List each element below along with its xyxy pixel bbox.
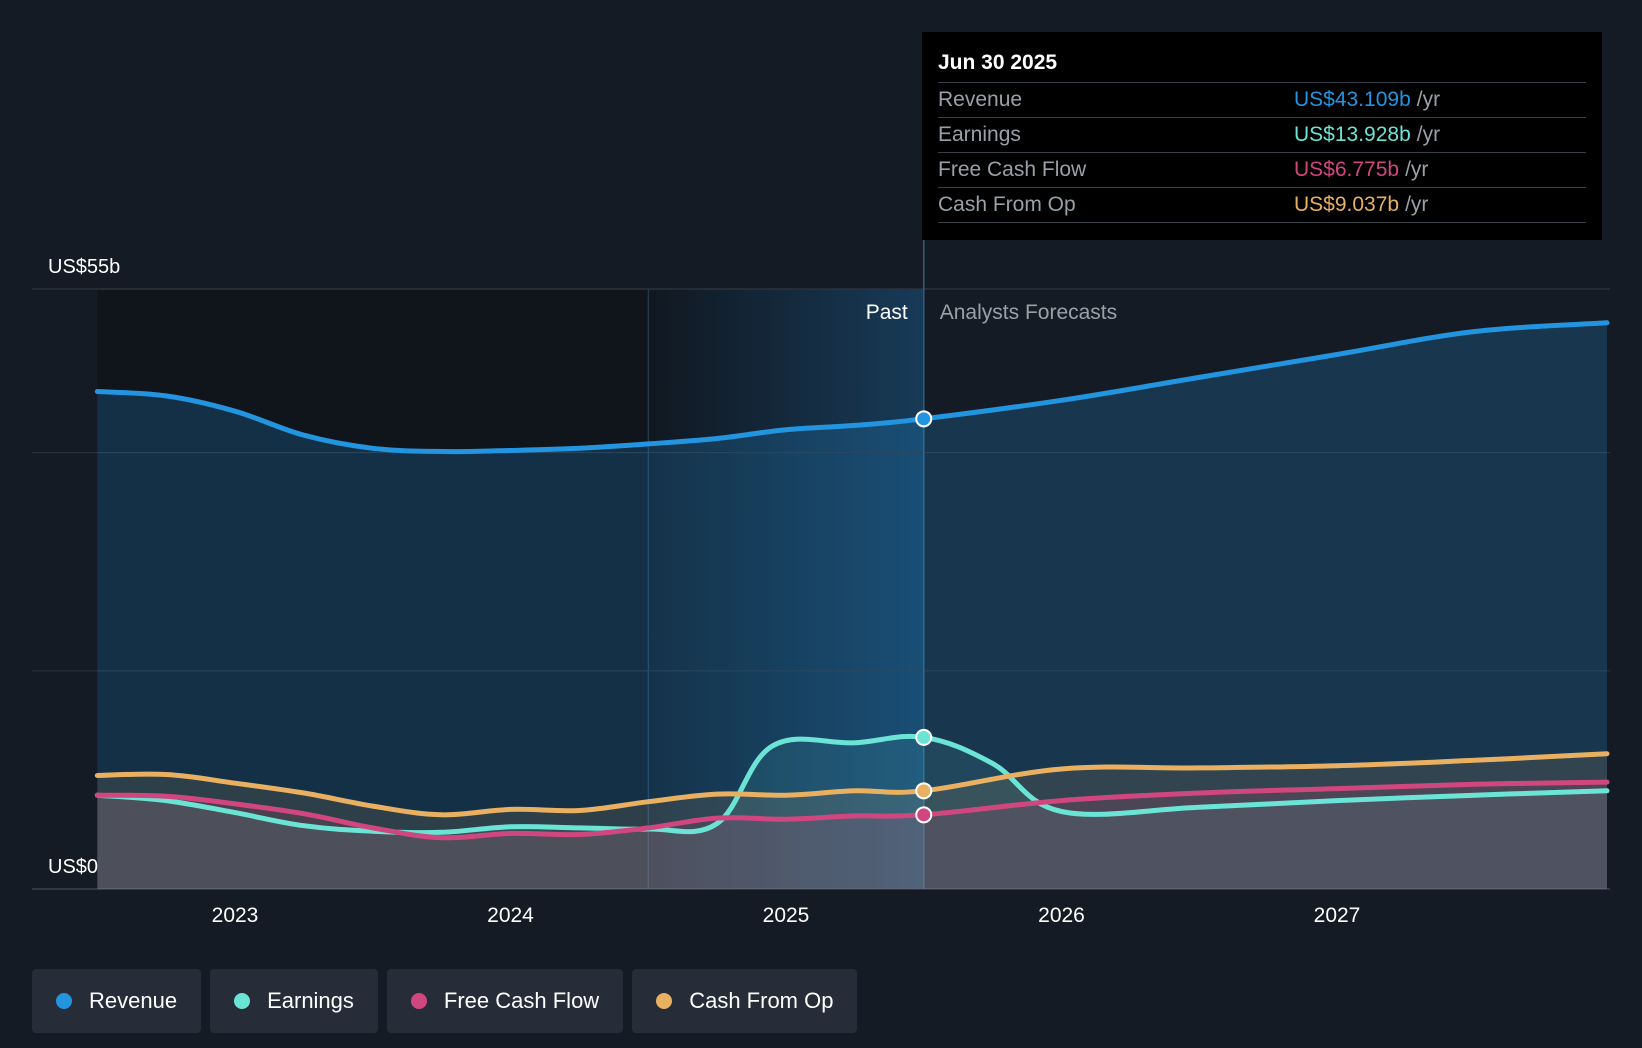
x-tick-label: 2024 — [487, 904, 534, 927]
tooltip-value: US$13.928b — [1294, 123, 1411, 146]
cfo-marker — [915, 782, 933, 800]
legend-item-earnings[interactable]: Earnings — [210, 969, 378, 1033]
revenue-area — [97, 322, 1607, 889]
legend-item-fcf[interactable]: Free Cash Flow — [386, 969, 624, 1033]
tooltip-label: Earnings — [938, 123, 1021, 146]
tooltip-label: Free Cash Flow — [938, 158, 1087, 181]
x-tick-label: 2026 — [1038, 904, 1085, 927]
y-axis-bottom-label: US$0 — [48, 856, 98, 878]
legend-label: Cash From Op — [689, 988, 834, 1013]
cfo-area — [97, 753, 1607, 889]
legend-item-revenue[interactable]: Revenue — [32, 969, 202, 1033]
fcf-area — [97, 782, 1607, 889]
revenue-line — [94, 320, 1610, 455]
legend-label: Revenue — [89, 988, 178, 1013]
revenue-marker — [915, 410, 933, 428]
tooltip-unit: /yr — [1405, 193, 1429, 216]
tooltip-value: US$6.775b — [1294, 158, 1400, 181]
tooltip: Jun 30 2025 Revenue US$43.109b /yr Earni… — [922, 32, 1602, 240]
x-tick-label: 2023 — [212, 904, 259, 927]
earnings-line — [94, 733, 1610, 836]
tooltip-label: Cash From Op — [938, 193, 1076, 216]
revenue-dot-icon — [56, 993, 72, 1009]
tooltip-row-cfo: Cash From Op US$9.037b /yr — [938, 188, 1586, 223]
fcf-dot-icon — [410, 993, 427, 1009]
legend-label: Earnings — [267, 988, 354, 1013]
tooltip-value: US$9.037b — [1294, 193, 1400, 216]
legend-item-cfo[interactable]: Cash From Op — [632, 969, 858, 1033]
tooltip-row-fcf: Free Cash Flow US$6.775b /yr — [938, 153, 1586, 188]
tooltip-label: Revenue — [938, 88, 1023, 111]
tooltip-unit: /yr — [1416, 123, 1441, 146]
earnings-area — [97, 736, 1607, 889]
tooltip-row-earnings: Earnings US$13.928b /yr — [938, 118, 1586, 153]
earnings-marker — [915, 728, 933, 746]
fcf-marker — [915, 806, 933, 824]
legend: Revenue Earnings Free Cash Flow Cash Fro… — [32, 969, 858, 1033]
tooltip-unit: /yr — [1416, 88, 1441, 111]
earnings-dot-icon — [234, 993, 251, 1009]
tooltip-date: Jun 30 2025 — [938, 48, 1586, 83]
past-label: Past — [866, 301, 908, 324]
y-axis-top-label: US$55b — [48, 256, 120, 278]
tooltip-unit: /yr — [1405, 158, 1429, 181]
tooltip-row-revenue: Revenue US$43.109b /yr — [938, 83, 1586, 118]
legend-label: Free Cash Flow — [443, 988, 600, 1013]
x-tick-label: 2025 — [763, 904, 810, 927]
cfo-dot-icon — [656, 993, 673, 1009]
forecast-label: Analysts Forecasts — [940, 301, 1117, 324]
fcf-line — [94, 779, 1610, 841]
x-tick-label: 2027 — [1314, 904, 1361, 927]
tooltip-value: US$43.109b — [1294, 88, 1411, 111]
cfo-line — [94, 751, 1610, 818]
